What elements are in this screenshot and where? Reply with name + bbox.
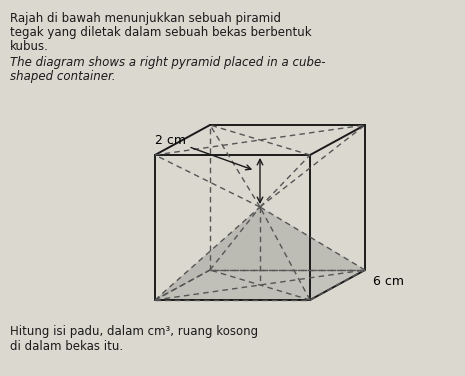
Polygon shape: [210, 207, 365, 270]
Text: kubus.: kubus.: [10, 40, 49, 53]
Text: Rajah di bawah menunjukkan sebuah piramid: Rajah di bawah menunjukkan sebuah pirami…: [10, 12, 281, 25]
Text: tegak yang diletak dalam sebuah bekas berbentuk: tegak yang diletak dalam sebuah bekas be…: [10, 26, 312, 39]
Text: The diagram shows a right pyramid placed in a cube-: The diagram shows a right pyramid placed…: [10, 56, 326, 69]
Polygon shape: [155, 207, 260, 300]
Polygon shape: [260, 207, 365, 300]
Text: 2 cm: 2 cm: [154, 133, 251, 170]
Text: 6 cm: 6 cm: [373, 275, 404, 288]
Text: Hitung isi padu, dalam cm³, ruang kosong: Hitung isi padu, dalam cm³, ruang kosong: [10, 325, 258, 338]
Text: di dalam bekas itu.: di dalam bekas itu.: [10, 340, 123, 353]
Text: shaped container.: shaped container.: [10, 70, 115, 83]
Polygon shape: [155, 207, 310, 300]
